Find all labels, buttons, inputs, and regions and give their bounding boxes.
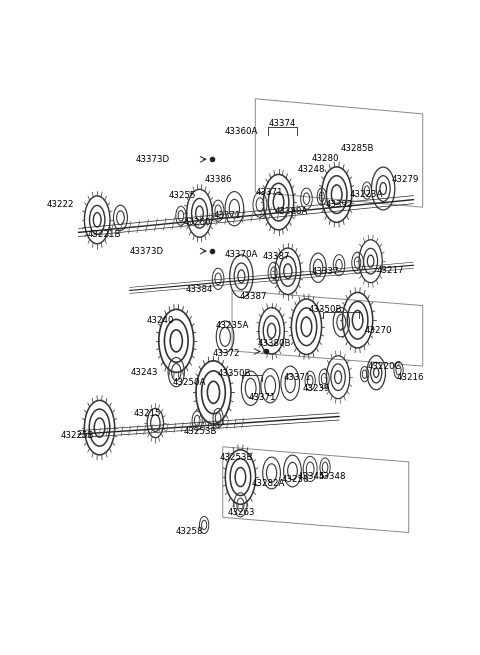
- Text: 43270: 43270: [365, 326, 392, 335]
- Text: 43370A: 43370A: [225, 250, 258, 259]
- Text: 43380B: 43380B: [257, 339, 291, 348]
- Text: 43255: 43255: [168, 191, 195, 200]
- Text: 43230: 43230: [281, 475, 309, 484]
- Text: 43388A: 43388A: [275, 207, 308, 216]
- Text: 43222: 43222: [47, 200, 74, 209]
- Text: 43235A: 43235A: [216, 321, 249, 330]
- Text: 43384: 43384: [186, 285, 213, 294]
- Text: 43260: 43260: [183, 218, 211, 227]
- Text: 43371: 43371: [249, 393, 276, 402]
- Text: 43239: 43239: [303, 384, 330, 393]
- Text: 43372: 43372: [213, 350, 240, 358]
- Text: 43253B: 43253B: [220, 453, 253, 462]
- Text: 43345: 43345: [297, 472, 325, 481]
- Text: 43348: 43348: [318, 472, 346, 481]
- Text: 43253B: 43253B: [184, 427, 217, 436]
- Text: 43371: 43371: [214, 212, 241, 220]
- Text: 43387: 43387: [239, 292, 267, 301]
- Text: 43337: 43337: [312, 267, 339, 276]
- Text: 43216: 43216: [397, 373, 424, 382]
- Text: 43280: 43280: [312, 154, 339, 163]
- Text: 43373D: 43373D: [129, 246, 163, 255]
- Text: 43374: 43374: [268, 119, 296, 128]
- Text: 43217: 43217: [376, 266, 404, 274]
- Text: 43279: 43279: [391, 175, 419, 184]
- Text: 43215: 43215: [133, 409, 161, 419]
- Text: 43240: 43240: [146, 316, 174, 325]
- Text: 43263: 43263: [228, 508, 255, 517]
- Text: 43220C: 43220C: [368, 362, 401, 371]
- Text: 43282A: 43282A: [252, 479, 285, 487]
- Text: 43223A: 43223A: [349, 190, 383, 199]
- Text: 43350B: 43350B: [308, 305, 342, 314]
- Text: 43392: 43392: [325, 200, 353, 209]
- Text: 43373D: 43373D: [135, 155, 169, 164]
- Text: 43248: 43248: [297, 165, 325, 174]
- Text: 43243: 43243: [131, 367, 158, 377]
- Text: 43387: 43387: [263, 252, 290, 261]
- Text: 43360A: 43360A: [225, 127, 258, 136]
- Text: 43285B: 43285B: [341, 143, 374, 153]
- Text: 43225B: 43225B: [61, 431, 95, 440]
- Text: 43386: 43386: [204, 175, 232, 184]
- Text: 43250A: 43250A: [173, 378, 206, 386]
- Text: 43350B: 43350B: [217, 369, 251, 378]
- Text: 43258: 43258: [176, 527, 203, 536]
- Text: 43371: 43371: [283, 373, 311, 382]
- Text: 43221B: 43221B: [87, 231, 121, 240]
- Text: 43371: 43371: [255, 187, 283, 196]
